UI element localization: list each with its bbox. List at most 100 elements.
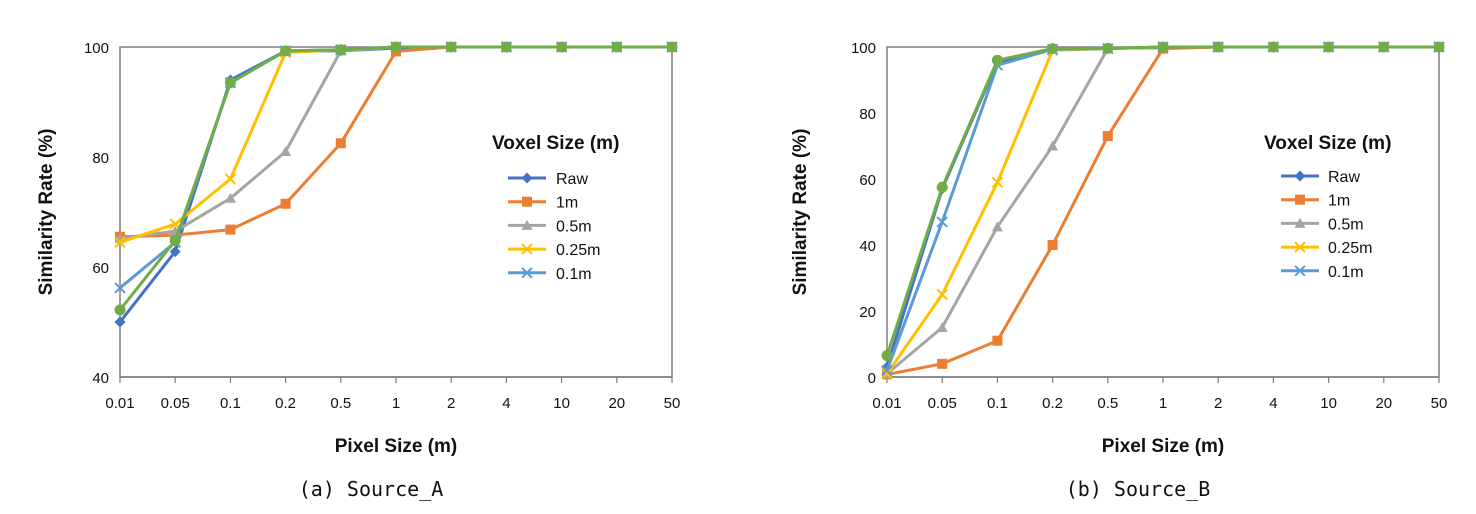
plot-frame [119,46,673,378]
x-tick-label: 0.1 [220,395,241,412]
data-point [335,138,346,149]
data-point [936,181,948,193]
legend-label: 0.5m [1328,216,1364,233]
data-point [1157,41,1169,53]
data-point [280,45,292,57]
plot-frame [886,46,1440,378]
data-point [1047,140,1059,151]
data-point [114,316,126,328]
legend-label: 0.5m [556,218,592,235]
data-point [936,322,948,332]
legend-label: 0.1m [1328,264,1364,281]
data-point [936,288,948,301]
data-point [556,41,568,53]
data-point [224,192,236,203]
chart-panel-a: 0.01 0.05 0.1 0.2 0.5 1 2 4 10 20 50 40 60 80 100 Pixel… [36,40,680,501]
x-tick-label: 0.05 [928,395,957,412]
data-point [445,41,457,53]
series-line [885,45,1441,372]
x-tick-label: 20 [608,395,625,412]
legend-label: Raw [1328,169,1360,186]
y-tick-label: 80 [859,106,876,123]
legend-swatch-marker [521,172,533,184]
x-tick-label: 50 [664,395,681,412]
x-tick-label: 0.01 [872,395,901,412]
legend-swatch-marker [1295,194,1305,205]
figure-caption: (b) Source_B [1066,477,1211,501]
x-tick-label: 4 [1269,395,1277,412]
x-tick-label: 2 [1214,395,1222,412]
data-point [280,146,292,156]
y-tick-label: 60 [859,172,876,189]
series-line [885,45,1441,376]
legend-label: 1m [1328,193,1350,210]
data-point [1047,240,1058,250]
data-point [500,41,512,53]
legend-swatch-marker [1294,265,1306,277]
data-point [881,350,893,362]
x-tick-label: 20 [1375,395,1392,412]
data-point [114,282,126,294]
data-point [991,54,1003,66]
data-point [666,41,678,53]
x-tick-label: 0.01 [105,395,134,412]
x-axis-title: Pixel Size (m) [335,436,458,457]
data-point [937,358,948,369]
legend-swatch-marker [522,196,532,207]
x-tick-label: 0.05 [161,395,190,412]
y-tick-label: 20 [859,304,876,321]
legend-label: 0.25m [556,242,600,259]
x-tick-label: 0.2 [1042,395,1063,412]
y-tick-label: 40 [859,238,876,255]
y-tick-label: 60 [92,260,109,277]
legend-swatch-marker [1294,217,1306,228]
data-point [1102,42,1114,54]
legend-title: Voxel Size (m) [492,133,619,154]
y-axis-title: Similarity Rate (%) [790,129,811,296]
data-point [114,236,126,248]
data-point [1323,41,1335,53]
x-tick-label: 1 [392,395,400,412]
data-point [991,221,1003,232]
x-tick-label: 10 [553,395,570,412]
x-tick-label: 4 [502,395,510,412]
data-point [224,77,236,89]
y-tick-label: 100 [84,40,109,57]
data-point [1267,41,1279,53]
x-axis-title: Pixel Size (m) [1102,436,1225,457]
data-point [335,44,347,56]
data-point [1212,41,1224,53]
figure-caption: (a) Source_A [299,477,444,501]
x-tick-label: 0.2 [275,395,296,412]
x-tick-label: 0.5 [1097,395,1118,412]
x-tick-label: 1 [1159,395,1167,412]
legend-swatch-marker [521,267,533,279]
x-tick-label: 50 [1431,395,1448,412]
data-point [390,41,402,53]
series-line [885,45,1441,369]
x-tick-label: 0.5 [330,395,351,412]
data-point [114,304,126,316]
series-line [885,45,1441,358]
data-point [881,364,893,377]
x-tick-label: 2 [447,395,455,412]
x-tick-label: 10 [1320,395,1337,412]
data-point [936,216,948,228]
chart-panel-b: 0.01 0.05 0.1 0.2 0.5 1 2 4 10 20 50 0 20 40 60 80 100 Pi… [790,40,1447,501]
data-point [280,198,291,209]
legend-swatch-marker [521,243,533,255]
legend-label: 0.25m [1328,240,1372,257]
data-point [611,41,623,53]
legend-label: Raw [556,171,588,188]
legend-label: 1m [556,195,578,212]
data-point [1047,43,1059,55]
legend-swatch-marker [1294,170,1306,182]
data-point [881,367,893,380]
data-point [169,235,181,247]
data-point [1378,41,1390,53]
x-tick-label: 0.1 [987,395,1008,412]
series-line [885,45,1441,376]
data-point [224,173,237,185]
y-axis-title: Similarity Rate (%) [36,129,57,296]
